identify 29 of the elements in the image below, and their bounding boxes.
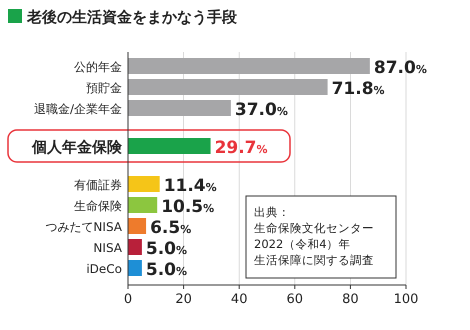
y-tick-label: iDeCo	[86, 262, 122, 276]
y-tick-label: 個人年金保険	[31, 138, 123, 156]
x-tick-label: 60	[286, 292, 304, 307]
annotation: 生命保険文化センター	[254, 221, 374, 235]
data-label: 10.5%	[161, 197, 214, 217]
x-tick-label: 100	[394, 292, 418, 307]
data-label: 29.7%	[214, 138, 268, 158]
data-label: 6.5%	[150, 218, 192, 238]
y-tick-label: NISA	[93, 241, 123, 255]
y-tick-label: 退職金/企業年金	[34, 102, 122, 116]
x-tick-label: 80	[342, 292, 359, 307]
y-tick-label: つみたてNISA	[45, 220, 123, 234]
data-label: 37.0%	[234, 100, 288, 120]
x-tick-label: 20	[175, 292, 192, 307]
y-tick-label: 有価証券	[74, 178, 122, 192]
data-label: 11.4%	[164, 176, 217, 196]
annotation: 2022（令和4）年	[254, 237, 351, 251]
annotation: 生活保障に関する調査	[254, 253, 374, 267]
data-label: 71.8%	[332, 79, 385, 99]
x-tick-label: 40	[230, 292, 248, 307]
y-tick-label: 預貯金	[86, 81, 122, 95]
y-tick-label: 生命保険	[74, 199, 122, 213]
chart-title: 老後の生活資金をまかなう手段	[26, 8, 238, 26]
data-label: 5.0%	[146, 239, 188, 259]
annotation: 出典：	[254, 205, 290, 219]
data-label: 5.0%	[146, 260, 188, 280]
x-tick-label: 0	[124, 292, 132, 307]
data-label: 87.0%	[374, 58, 427, 78]
y-tick-label: 公的年金	[74, 60, 122, 74]
